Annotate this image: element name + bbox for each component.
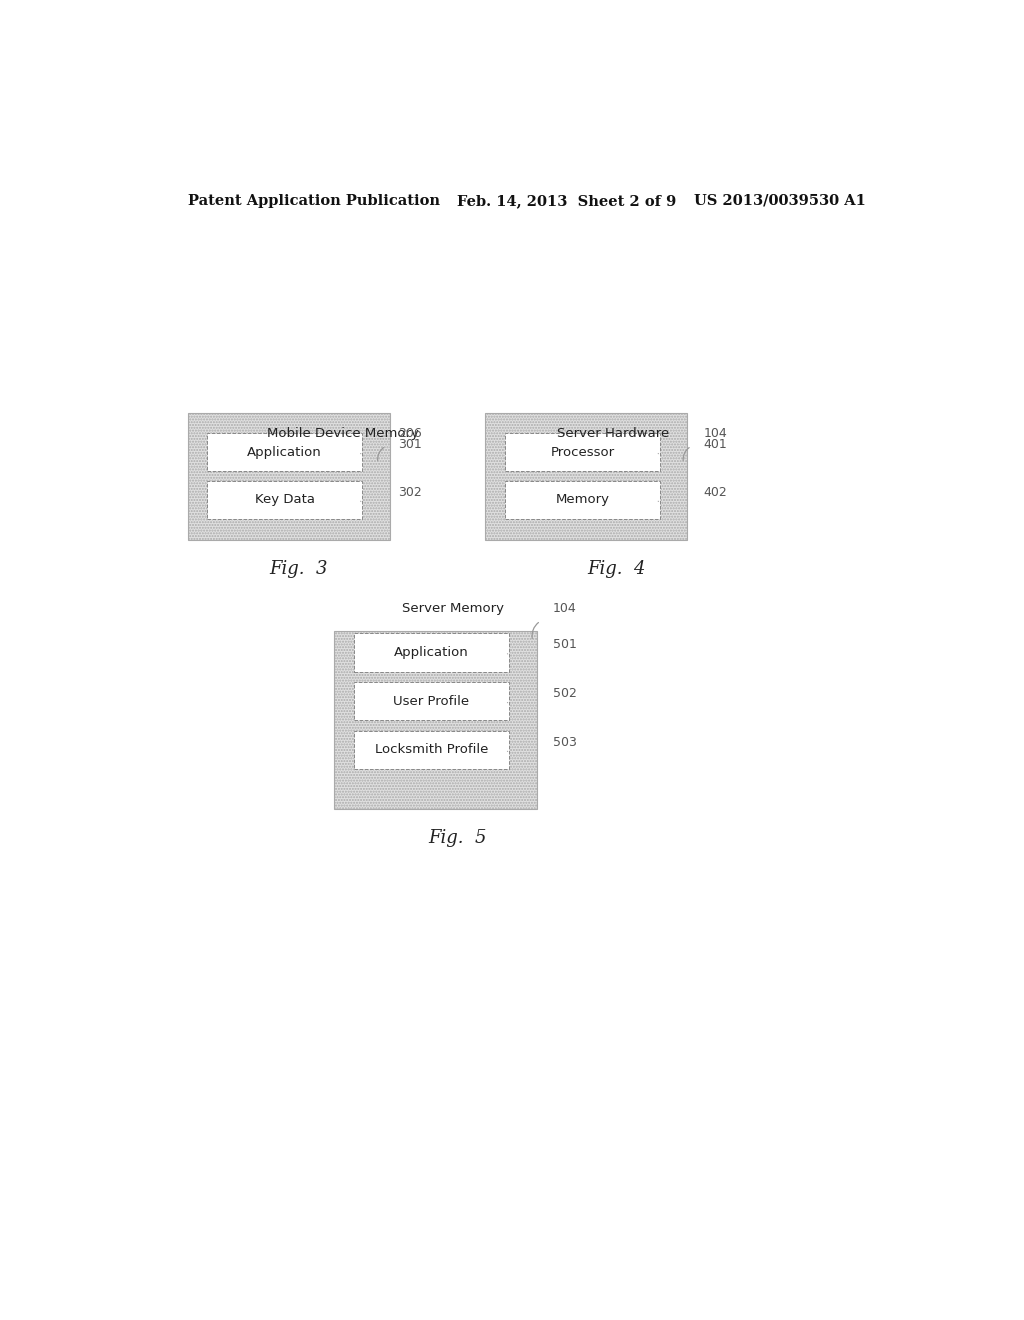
Text: US 2013/0039530 A1: US 2013/0039530 A1	[694, 194, 866, 209]
Text: Application: Application	[394, 645, 469, 659]
Text: 401: 401	[703, 438, 727, 451]
Text: Server Memory: Server Memory	[401, 602, 504, 615]
FancyBboxPatch shape	[354, 731, 509, 770]
Text: Server Hardware: Server Hardware	[557, 426, 669, 440]
Text: Processor: Processor	[550, 446, 614, 458]
Text: Mobile Device Memory: Mobile Device Memory	[267, 426, 419, 440]
Text: 104: 104	[703, 426, 727, 440]
Text: 302: 302	[397, 486, 422, 499]
FancyBboxPatch shape	[207, 480, 362, 519]
Text: Key Data: Key Data	[255, 494, 314, 507]
Text: 206: 206	[397, 426, 422, 440]
FancyBboxPatch shape	[187, 412, 390, 540]
Text: Fig.  5: Fig. 5	[428, 829, 486, 847]
Text: Patent Application Publication: Patent Application Publication	[187, 194, 439, 209]
Text: Fig.  3: Fig. 3	[269, 560, 328, 578]
Text: Memory: Memory	[555, 494, 609, 507]
Text: User Profile: User Profile	[393, 694, 470, 708]
Text: Locksmith Profile: Locksmith Profile	[375, 743, 488, 756]
FancyBboxPatch shape	[354, 682, 509, 721]
FancyBboxPatch shape	[485, 412, 687, 540]
FancyBboxPatch shape	[334, 631, 537, 809]
FancyBboxPatch shape	[505, 433, 659, 471]
FancyBboxPatch shape	[505, 480, 659, 519]
Text: Feb. 14, 2013  Sheet 2 of 9: Feb. 14, 2013 Sheet 2 of 9	[458, 194, 677, 209]
Text: 402: 402	[703, 486, 727, 499]
Text: 503: 503	[553, 737, 577, 748]
FancyBboxPatch shape	[207, 433, 362, 471]
Text: 301: 301	[397, 438, 422, 451]
Text: 502: 502	[553, 688, 577, 700]
FancyBboxPatch shape	[354, 634, 509, 672]
Text: 104: 104	[553, 602, 577, 615]
Text: Application: Application	[248, 446, 323, 458]
Text: Fig.  4: Fig. 4	[587, 560, 645, 578]
Text: 501: 501	[553, 639, 577, 651]
